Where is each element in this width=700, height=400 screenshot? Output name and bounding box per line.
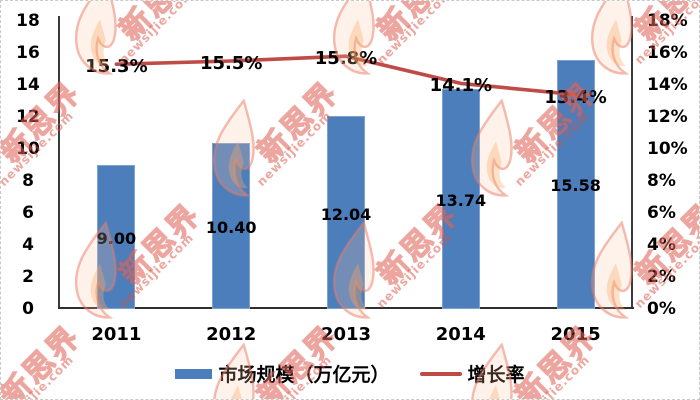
y-tick-right: 0% bbox=[647, 299, 676, 319]
rate-label: 15.3% bbox=[85, 56, 148, 78]
y-tick-right: 2% bbox=[647, 267, 676, 287]
y-tick-left: 14 bbox=[16, 75, 40, 95]
y-tick-right: 12% bbox=[647, 107, 688, 127]
y-tick-right: 14% bbox=[647, 75, 688, 95]
bar-value-label: 13.74 bbox=[435, 191, 487, 211]
rate-label: 15.5% bbox=[199, 53, 263, 74]
y-tick-left: 10 bbox=[16, 139, 40, 159]
left-y-axis-line bbox=[58, 16, 60, 308]
y-tick-left: 18 bbox=[16, 11, 40, 31]
y-tick-left: 4 bbox=[22, 235, 34, 255]
bar-value-label: 12.04 bbox=[320, 204, 372, 224]
x-tick-label: 2015 bbox=[550, 324, 601, 345]
bar-value-label: 15.58 bbox=[550, 176, 601, 196]
rate-label: 13.4% bbox=[544, 86, 607, 108]
y-tick-left: 6 bbox=[22, 203, 34, 223]
y-tick-left: 0 bbox=[22, 299, 34, 319]
y-tick-right: 18% bbox=[647, 11, 688, 31]
y-tick-left: 12 bbox=[16, 107, 40, 127]
y-tick-left: 16 bbox=[16, 43, 40, 63]
y-tick-right: 10% bbox=[647, 139, 688, 159]
y-tick-right: 16% bbox=[647, 43, 688, 63]
y-tick-left: 2 bbox=[22, 267, 34, 287]
rate-label: 14.1% bbox=[429, 75, 493, 97]
rate-label: 15.8% bbox=[314, 48, 378, 70]
legend-label-market-size: 市场规模（万亿元） bbox=[218, 364, 390, 386]
bar-value-label: 9.00 bbox=[96, 229, 137, 248]
bar-2015 bbox=[556, 59, 595, 309]
bar-series-swatch bbox=[175, 368, 213, 379]
bar-value-label: 10.40 bbox=[205, 217, 257, 237]
y-tick-right: 4% bbox=[647, 235, 676, 255]
right-y-axis-line bbox=[631, 16, 633, 308]
y-tick-left: 8 bbox=[22, 171, 34, 191]
x-tick-label: 2013 bbox=[320, 324, 372, 345]
legend-item-market-size: 市场规模（万亿元） bbox=[175, 360, 390, 387]
x-tick-label: 2011 bbox=[91, 324, 142, 345]
x-tick-label: 2012 bbox=[206, 324, 257, 345]
x-tick-label: 2014 bbox=[435, 324, 486, 345]
line-series-swatch bbox=[419, 371, 462, 376]
y-tick-right: 8% bbox=[647, 171, 676, 191]
y-tick-right: 6% bbox=[647, 203, 676, 223]
